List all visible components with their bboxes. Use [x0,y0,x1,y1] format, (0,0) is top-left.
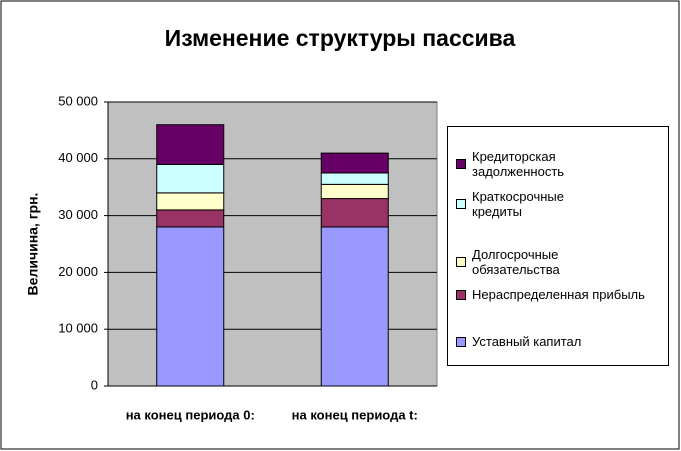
y-tick-label: 10 000 [58,321,98,336]
legend-swatch [456,257,466,267]
legend-item: Долгосрочные обязательства [456,247,666,277]
legend-swatch [456,159,466,169]
bar-segment [320,183,389,200]
bar-segment [156,209,225,228]
bar-segment [156,124,225,165]
y-tick-label: 0 [91,377,98,392]
y-tick-label: 40 000 [58,150,98,165]
legend: Кредиторская задолженность Краткосрочные … [447,126,669,366]
legend-label: Краткосрочные кредиты [472,189,564,219]
bar-segment [320,226,389,387]
y-axis-title: Величина, грн. [25,193,41,296]
legend-item: Нераспределенная прибыль [456,287,666,302]
legend-swatch [456,336,466,347]
x-tick-label: на конец периода 0: [126,407,255,422]
legend-label: Кредиторская задолженность [472,149,565,179]
legend-label: Уставный капитал [472,334,582,349]
legend-item: Уставный капитал [456,334,666,349]
bar-segment [320,172,389,185]
bar-segment [156,192,225,211]
legend-label: Нераспределенная прибыль [472,287,645,302]
y-tick-label: 50 000 [58,93,98,108]
legend-swatch [456,199,466,209]
y-tick-label: 20 000 [58,264,98,279]
legend-swatch [456,289,466,300]
bar-segment [156,226,225,387]
bar-segment [156,163,225,194]
legend-item: Краткосрочные кредиты [456,189,666,219]
x-tick-label: на конец периода t: [292,407,418,422]
legend-item: Кредиторская задолженность [456,149,666,179]
legend-label: Долгосрочные обязательства [472,247,560,277]
bar-segment [320,198,389,228]
y-tick-label: 30 000 [58,207,98,222]
chart-title: Изменение структуры пассива [165,25,516,51]
bar-segment [320,152,389,174]
